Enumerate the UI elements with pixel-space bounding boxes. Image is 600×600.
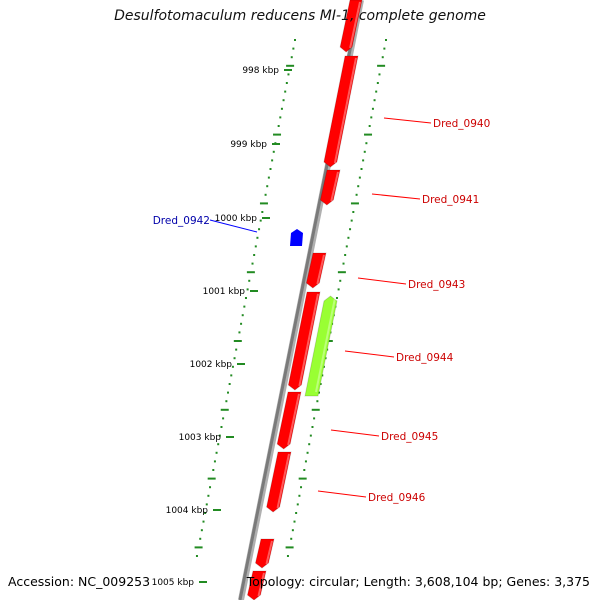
- gene-dred-0939: [339, 0, 363, 53]
- label-leader-line: [357, 277, 407, 285]
- kbp-tick-label: 1004 kbp: [166, 506, 209, 516]
- map-title: Desulfotomaculum reducens MI-1, complete…: [114, 8, 486, 24]
- kbp-tick-label: 1000 kbp: [215, 214, 258, 224]
- label-leader-line: [209, 219, 258, 233]
- label-leader-line: [344, 350, 395, 358]
- kbp-tick-label: 1005 kbp: [152, 578, 195, 588]
- kbp-tick-label: 1001 kbp: [203, 287, 246, 297]
- label-leader-line: [371, 193, 421, 200]
- gene-dred-0942: [290, 229, 303, 246]
- gene-labels: Dred_0940 Dred_0941 Dred_0942 Dred_0943 Dred…: [153, 117, 490, 504]
- gene-dred-0945: [276, 391, 302, 450]
- gene-label: Dred_0940: [433, 118, 490, 130]
- label-leader-line: [330, 429, 380, 437]
- kbp-tick-label: 998 kbp: [242, 66, 279, 76]
- gene-label: Dred_0945: [381, 431, 438, 443]
- label-leader-line: [383, 117, 432, 124]
- gene-dred-0944: [287, 291, 321, 391]
- gene-dred-0946: [266, 451, 292, 513]
- label-leader-line: [317, 490, 367, 498]
- feature-bar: [304, 295, 338, 397]
- gene-dred-0941: [319, 169, 341, 206]
- gene-label: Dred_0946: [368, 492, 426, 504]
- gene-dred-0940: [323, 55, 359, 168]
- accession-label: Accession: NC_009253: [8, 574, 151, 589]
- inner-tick-track: [285, 39, 387, 557]
- kbp-tick-label: 1002 kbp: [190, 360, 233, 370]
- kbp-tick-label: 999 kbp: [230, 140, 267, 150]
- kbp-scale: 998 kbp 999 kbp 1000 kbp 1001 kbp 1002 kbp 10…: [152, 66, 292, 588]
- genome-summary: Topology: circular; Length: 3,608,104 bp…: [246, 574, 590, 589]
- kbp-tick-label: 1003 kbp: [179, 433, 222, 443]
- gene-dred-0948: [246, 570, 267, 600]
- gene-features: [246, 0, 363, 600]
- gene-label: Dred_0942: [153, 215, 210, 227]
- gene-label: Dred_0941: [422, 194, 479, 206]
- gene-dred-0947: [254, 538, 275, 569]
- gene-label: Dred_0943: [408, 279, 465, 291]
- gene-label: Dred_0944: [396, 352, 454, 364]
- gene-dred-0943: [305, 252, 327, 289]
